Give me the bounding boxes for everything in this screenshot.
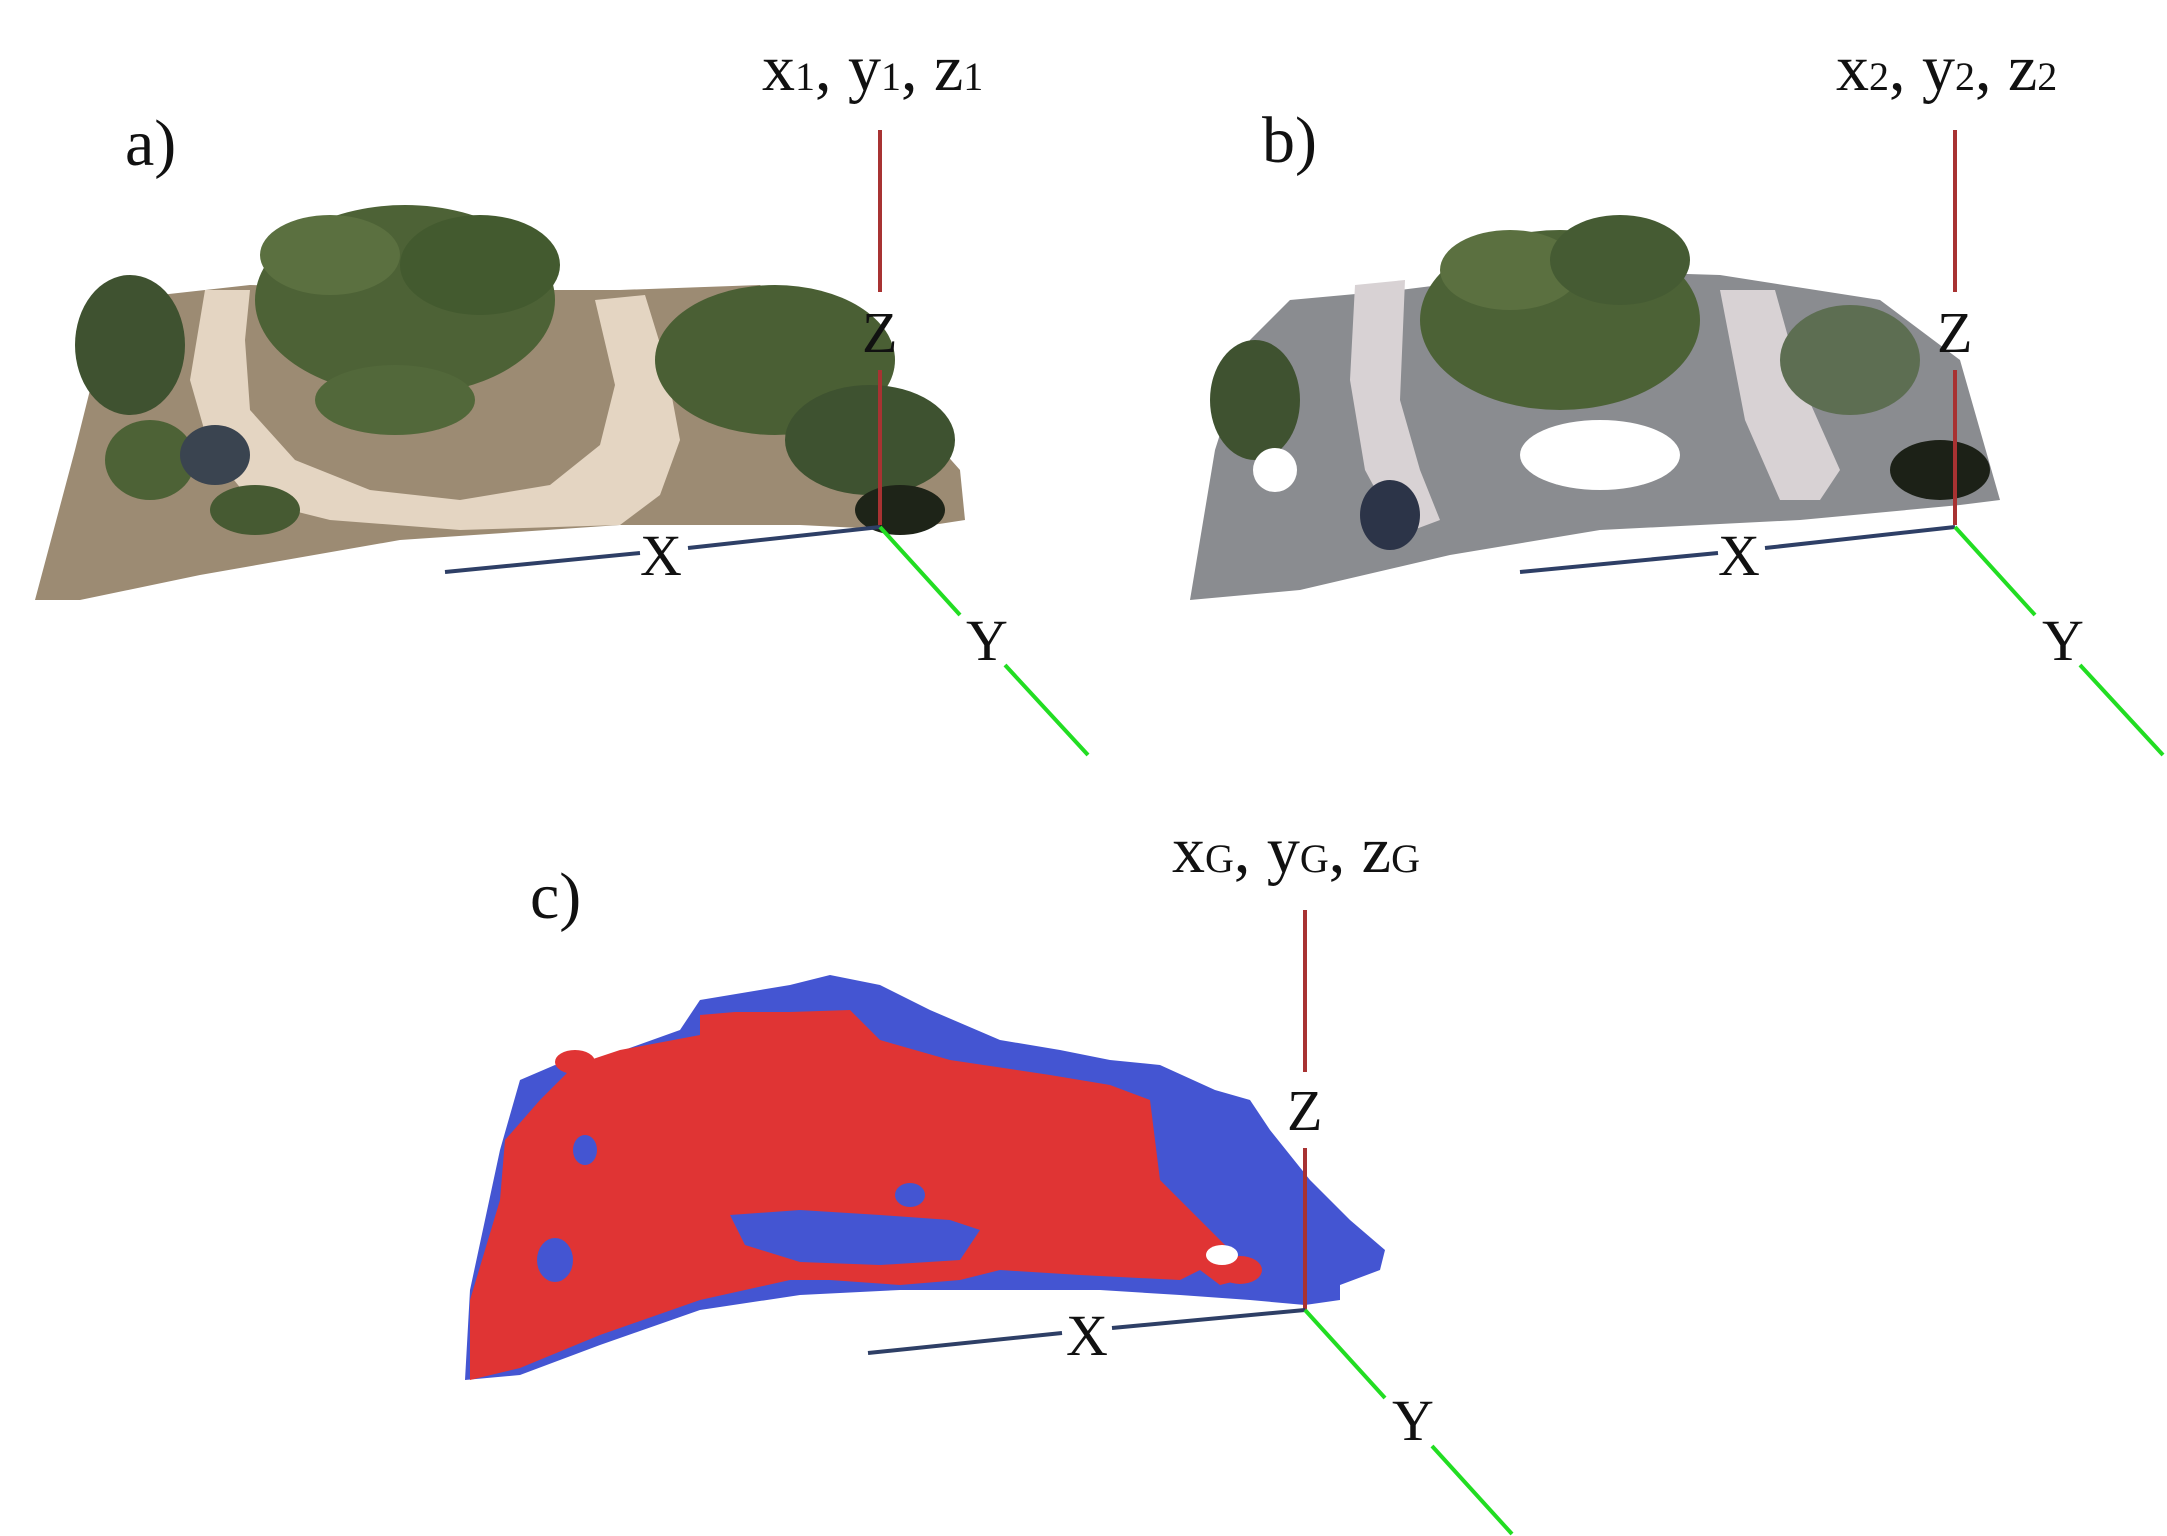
- tree-canopy: [105, 420, 195, 500]
- red-point-cloud: [470, 1010, 1240, 1380]
- x-axis-line: [867, 1331, 1063, 1355]
- coord-x-sub: G: [1205, 836, 1234, 881]
- tree-canopy: [1210, 340, 1300, 460]
- y-axis-line: [1430, 1444, 1514, 1536]
- x-axis-line: [1519, 551, 1719, 574]
- y-axis-line: [1003, 663, 1090, 757]
- blue-point-cloud: [730, 1210, 980, 1265]
- panel-b-coord-title: x2, y2, z2: [1836, 32, 2057, 105]
- coord-y-sub: 1: [881, 54, 901, 99]
- x-axis-line: [687, 525, 881, 550]
- panel-a-letter: a): [125, 107, 176, 180]
- y-axis-label: Y: [1392, 1388, 1434, 1453]
- coord-x-base: x: [1836, 32, 1869, 105]
- coord-x-base: x: [762, 32, 795, 105]
- coord-sep: ,: [1234, 814, 1267, 887]
- coord-x-base: x: [1172, 814, 1205, 887]
- panel-a-point-cloud: [35, 205, 965, 600]
- x-axis-label: X: [640, 523, 682, 588]
- tree-shadow: [180, 425, 250, 485]
- coord-z-sub: 2: [2037, 54, 2057, 99]
- point-cloud-gap: [1206, 1245, 1238, 1265]
- panel-a: a) x1, y1, z1 Z X Y: [35, 32, 1090, 757]
- coord-y-base: y: [1922, 32, 1955, 105]
- dirt-road: [1720, 290, 1840, 500]
- tree-canopy: [1890, 440, 1990, 500]
- dirt-road: [1350, 280, 1440, 535]
- y-axis-line: [1303, 1308, 1387, 1400]
- x-axis-label: X: [1066, 1303, 1108, 1368]
- tree-canopy: [315, 365, 475, 435]
- coord-x-sub: 1: [795, 54, 815, 99]
- coord-y-base: y: [1267, 814, 1300, 887]
- coord-y-base: y: [848, 32, 881, 105]
- tree-canopy: [855, 485, 945, 535]
- coord-z-sub: 1: [963, 54, 983, 99]
- coord-x-sub: 2: [1869, 54, 1889, 99]
- tree-canopy: [400, 215, 560, 315]
- tree-canopy: [785, 385, 955, 495]
- tree-canopy: [260, 215, 400, 295]
- coord-sep: ,: [1889, 32, 1922, 105]
- y-axis-line: [878, 525, 962, 617]
- coord-z-sub: G: [1391, 836, 1420, 881]
- panel-c-letter: c): [530, 860, 581, 933]
- point-cloud-gap: [1253, 448, 1297, 492]
- dirt-road: [190, 290, 680, 530]
- tree-canopy: [210, 485, 300, 535]
- panel-b-letter: b): [1262, 104, 1317, 177]
- coord-z-base: z: [2008, 32, 2037, 105]
- coord-z-base: z: [1362, 814, 1391, 887]
- coord-sep: ,: [1329, 814, 1362, 887]
- panel-c-coord-title: xG, yG, zG: [1172, 814, 1420, 887]
- red-point-cloud: [555, 1050, 595, 1074]
- coord-y-sub: G: [1300, 836, 1329, 881]
- blue-point-cloud: [573, 1135, 597, 1165]
- x-axis-line: [1764, 525, 1956, 550]
- z-axis-label: Z: [862, 300, 897, 365]
- y-axis-line: [2078, 663, 2165, 757]
- z-axis-label: Z: [1937, 300, 1972, 365]
- panel-b: b) x2, y2, z2 Z X Y: [1190, 32, 2165, 757]
- panel-b-point-cloud: [1190, 215, 2000, 600]
- blue-point-cloud: [537, 1238, 573, 1282]
- x-axis-line: [1111, 1308, 1306, 1330]
- coord-y-sub: 2: [1955, 54, 1975, 99]
- y-axis-label: Y: [966, 608, 1008, 673]
- y-axis-label: Y: [2042, 608, 2084, 673]
- panel-c-point-cloud: [465, 975, 1385, 1380]
- coord-z-base: z: [934, 32, 963, 105]
- z-axis-label: Z: [1287, 1078, 1322, 1143]
- tree-canopy: [75, 275, 185, 415]
- coord-sep: ,: [815, 32, 848, 105]
- point-cloud-gap: [1520, 420, 1680, 490]
- blue-point-cloud: [895, 1183, 925, 1207]
- coord-sep: ,: [901, 32, 934, 105]
- tree-canopy: [1550, 215, 1690, 305]
- y-axis-line: [1953, 525, 2037, 617]
- x-axis-label: X: [1718, 523, 1760, 588]
- tree-shadow: [1360, 480, 1420, 550]
- coord-sep: ,: [1975, 32, 2008, 105]
- panel-c: c) xG, yG, zG Z X Y: [465, 814, 1514, 1536]
- tree-canopy: [1440, 230, 1580, 310]
- tree-canopy: [1780, 305, 1920, 415]
- panel-a-coord-title: x1, y1, z1: [762, 32, 983, 105]
- x-axis-line: [444, 551, 641, 574]
